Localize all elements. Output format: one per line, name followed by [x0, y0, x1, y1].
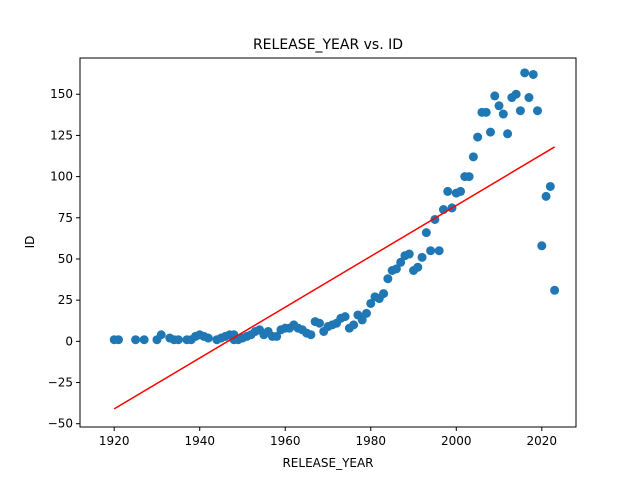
data-point [490, 91, 500, 101]
data-point [464, 172, 474, 182]
data-point [314, 318, 324, 328]
data-point [494, 101, 504, 111]
y-tick-label: 100 [50, 170, 73, 184]
trend-line [113, 146, 556, 410]
x-tick-label: 2020 [527, 434, 558, 448]
data-point [349, 320, 359, 330]
data-point [485, 127, 495, 137]
x-tick-label: 1960 [270, 434, 301, 448]
data-point [404, 249, 414, 259]
y-tick-label: 0 [65, 334, 73, 348]
data-point [520, 68, 530, 78]
data-point [434, 246, 444, 256]
data-point [498, 109, 508, 119]
data-point [413, 262, 423, 272]
data-point [203, 333, 213, 343]
data-point [366, 298, 376, 308]
data-point [443, 186, 453, 196]
data-point [524, 93, 534, 103]
data-point [272, 331, 282, 341]
data-point [511, 89, 521, 99]
x-tick-label: 1920 [99, 434, 130, 448]
y-tick-label: −50 [48, 417, 73, 431]
data-point [515, 106, 525, 116]
data-point [173, 335, 183, 345]
data-point [537, 241, 547, 251]
data-point [528, 69, 538, 79]
data-point [456, 186, 466, 196]
y-tick-label: 50 [58, 252, 73, 266]
data-point [533, 106, 543, 116]
data-point [421, 228, 431, 238]
trend-layer [113, 146, 556, 410]
y-tick-label: 75 [58, 211, 73, 225]
data-point [340, 312, 350, 322]
y-tick-label: −25 [48, 376, 73, 390]
x-tick-label: 1980 [355, 434, 386, 448]
data-point [426, 246, 436, 256]
y-tick-label: 150 [50, 87, 73, 101]
data-point [417, 252, 427, 262]
chart-title: RELEASE_YEAR vs. ID [253, 37, 403, 53]
data-point [131, 335, 141, 345]
data-point [545, 181, 555, 191]
data-point [503, 129, 513, 139]
data-point [357, 315, 367, 325]
data-point [473, 132, 483, 142]
y-tick-label: 25 [58, 293, 73, 307]
data-point [468, 152, 478, 162]
data-point [361, 308, 371, 318]
data-point [113, 335, 123, 345]
data-point [156, 330, 166, 340]
data-point [139, 335, 149, 345]
x-axis-label: RELEASE_YEAR [282, 456, 373, 470]
x-tick-label: 2000 [441, 434, 472, 448]
points-layer [109, 68, 560, 345]
data-point [396, 257, 406, 267]
y-tick-label: 125 [50, 128, 73, 142]
data-point [550, 285, 560, 295]
x-axis: 1920 1940 1960 1980 2000 2020 [99, 427, 557, 448]
plot-frame [79, 57, 577, 428]
data-point [383, 274, 393, 284]
data-point [379, 289, 389, 299]
data-point [391, 264, 401, 274]
y-axis: −50 −25 0 25 50 75 100 125 150 [48, 87, 80, 431]
x-tick-label: 1940 [184, 434, 215, 448]
y-axis-label: ID [23, 236, 37, 249]
data-point [541, 191, 551, 201]
data-point [481, 107, 491, 117]
data-point [306, 330, 316, 340]
